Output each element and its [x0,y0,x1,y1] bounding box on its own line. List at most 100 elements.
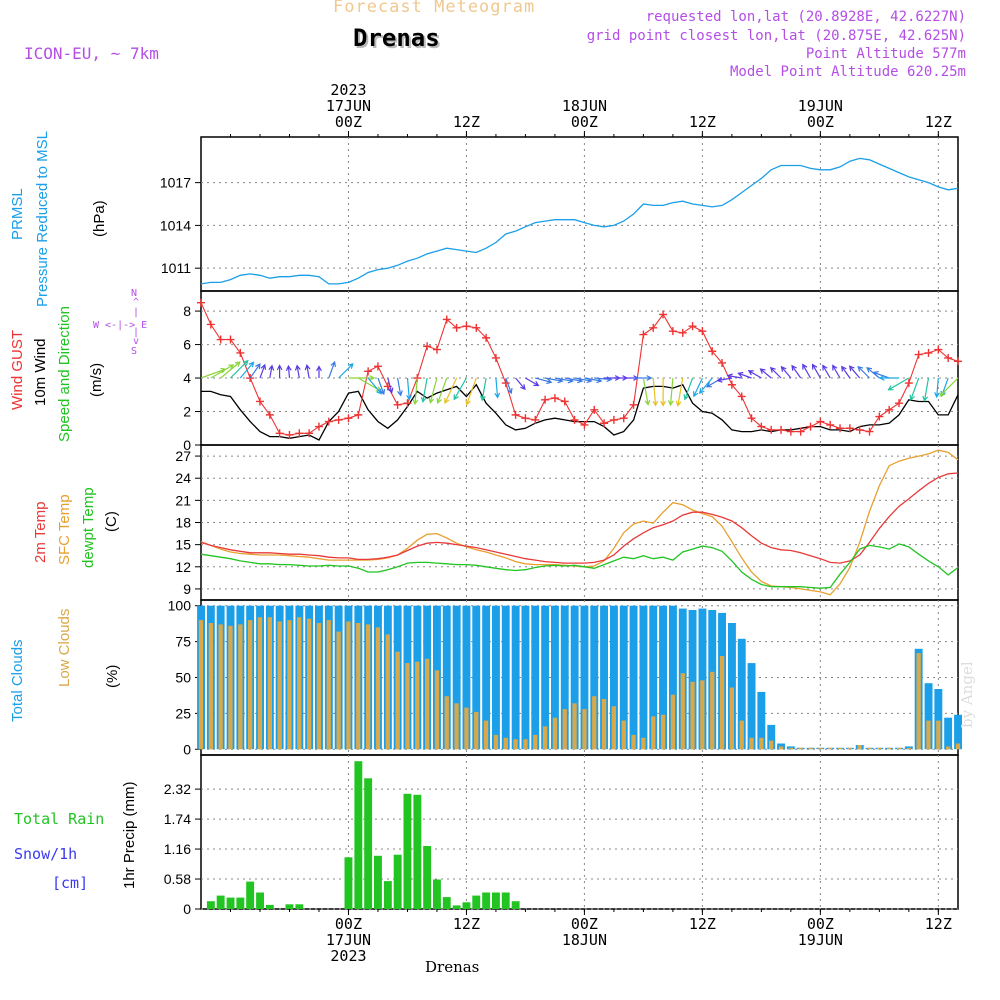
rain-bar [423,846,432,909]
low-cloud-bar [297,617,302,750]
low-cloud-bar [621,720,626,750]
gust-marker [216,335,225,344]
compass-vline-bottom: | v [133,327,140,347]
gust-marker [570,415,579,424]
low-cloud-bar [454,703,459,750]
gust-marker [226,335,235,344]
compass-ew: W <-|-> E [93,320,148,331]
gust-marker [786,427,795,436]
low-cloud-bar [955,743,961,750]
low-cloud-bar [729,687,734,750]
total-cloud-bar [580,605,589,750]
low-cloud-bar [523,739,528,750]
low-cloud-bar [562,709,567,750]
total-cloud-bar [472,605,481,750]
wind-direction-arrow [525,377,540,387]
low-cloud-bar [660,714,666,750]
t2m-label: 2m Temp [32,501,49,563]
rain-bar [265,904,274,909]
wind-direction-arrow [428,377,438,404]
low-cloud-bar [238,624,243,750]
wind-direction-arrow [367,377,383,395]
low-cloud-bar [778,746,784,750]
gust-marker [501,379,510,388]
wind-direction-arrow [535,377,553,385]
xtick-top-label: 2023 [330,81,366,99]
low-cloud-bar [896,747,902,750]
gust-marker [600,419,609,428]
wind-direction-arrow [249,363,261,379]
low-cloud-bar [808,747,813,750]
xtick-bottom-label: 00Z [807,915,834,933]
ytick-label-wind: 2 [183,404,191,420]
wind-direction-arrow [675,377,684,407]
low-cloud-bar [356,623,361,750]
gust-marker [334,415,343,424]
low-cloud-bar [601,699,607,750]
low-cloud-bar [867,747,872,750]
low-cloud-bar [542,726,548,750]
low-clouds-label: Low Clouds [56,608,73,687]
low-cloud-bar [208,623,213,750]
snow-label: Snow/1h [14,845,78,863]
xtick-top-label: 19JUN [798,97,843,115]
gust-marker [393,400,402,409]
temp-unit-label: (C) [103,511,120,532]
pressure-line [200,157,959,285]
low-cloud-bar [818,747,823,750]
low-cloud-bar [375,627,381,750]
wind-direction-arrow [220,361,241,379]
low-cloud-bar [218,624,223,750]
wind-direction-arrow [304,363,311,379]
gust-marker [609,415,618,424]
wind-direction-arrow [802,363,812,379]
low-cloud-bar [719,656,725,750]
rain-bar [452,905,461,909]
compass-s: S [131,346,138,357]
total-cloud-bar [924,683,933,750]
total-cloud-bar [728,623,736,750]
gust-marker [521,414,530,423]
gust-marker [698,327,707,336]
wind-dir-label: Speed and Direction [56,306,73,442]
gust-marker [541,395,550,404]
low-cloud-bar [464,707,469,750]
snow-unit-label: [cm] [52,874,89,892]
xtick-bottom-label: 12Z [925,915,952,933]
gust-marker [472,323,481,332]
gust-marker [924,348,933,357]
total-cloud-bar [649,605,658,750]
ytick-label-pressure: 1017 [160,175,191,191]
total-cloud-bar [767,724,776,750]
gust-marker [934,345,943,354]
low-cloud-bar [385,634,390,750]
low-cloud-bar [474,711,479,750]
low-cloud-bar [248,620,253,750]
chart-panels [195,131,959,915]
gust-marker [708,347,717,356]
total-cloud-bar [698,608,707,750]
wind-direction-arrow [328,360,336,379]
gust-marker [511,410,520,419]
sfc-label: SFC Temp [56,494,73,565]
low-cloud-bar [287,620,292,750]
total-cloud-bar [619,605,628,750]
low-cloud-bar [700,680,705,750]
ytick-label-precipitation: 1.16 [164,841,191,857]
wind-direction-arrow [726,373,742,380]
ytick-label-pressure: 1011 [161,260,191,276]
low-cloud-bar [739,720,744,750]
wind-gust-label: Wind GUST [9,329,26,410]
gust-marker [619,414,628,423]
wind-direction-arrow [642,377,651,406]
rain-bar [472,895,481,909]
wind-direction-arrow [436,377,448,405]
gust-marker [354,410,363,419]
low-cloud-bar [828,747,833,750]
wind-direction-arrow [652,377,659,407]
total-cloud-bar [629,605,638,750]
wind-direction-arrow [285,364,292,379]
gust-marker [875,412,884,421]
gust-marker [462,322,471,331]
gust-marker [324,417,333,426]
